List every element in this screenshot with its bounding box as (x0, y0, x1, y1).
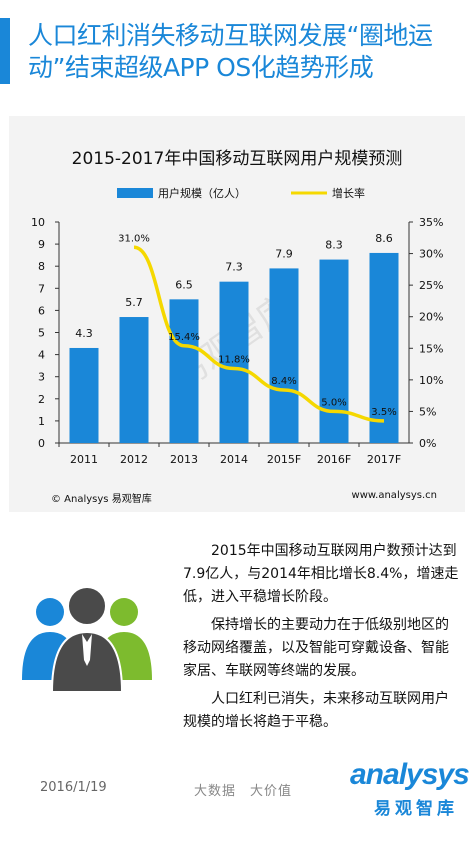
chart-svg: 易观智库用户规模（亿人）增长率0123456789100%5%10%15%20%… (31, 186, 443, 466)
logo-word: analysys (350, 758, 470, 791)
bar-label: 7.9 (275, 247, 293, 260)
x-tick-label: 2012 (120, 453, 148, 466)
summary-paragraph: 人口红利已消失，未来移动互联网用户规模的增长将趋于平稳。 (183, 691, 449, 730)
summary-paragraph: 保持增长的主要动力在于低级别地区的移动网络覆盖，以及智能可穿戴设备、智能家居、车… (183, 617, 449, 679)
x-tick-label: 2015F (267, 453, 301, 466)
footer-date: 2016/1/19 (40, 780, 107, 795)
y-left-tick-label: 8 (38, 260, 45, 273)
person-left-head-icon (36, 598, 64, 626)
bar-label: 4.3 (75, 327, 93, 340)
bar (119, 317, 149, 443)
y-right-tick-label: 25% (419, 279, 443, 292)
y-right-tick-label: 30% (419, 248, 443, 261)
legend-bar-label: 用户规模（亿人） (158, 186, 246, 200)
y-left-tick-label: 4 (38, 349, 45, 362)
bar-label: 8.3 (325, 239, 343, 252)
page-title: 人口红利消失移动互联网发展“圈地运动”结束超级APP OS化趋势形成 (28, 21, 433, 82)
bar (269, 268, 299, 443)
bar-label: 6.5 (175, 278, 193, 291)
bar (169, 299, 199, 443)
legend-line-label: 增长率 (332, 186, 365, 200)
person-center-head-icon (67, 586, 107, 626)
y-right-tick-label: 5% (419, 405, 436, 418)
header-accent-bar (0, 18, 10, 84)
line-label: 5.0% (321, 397, 346, 408)
bar (219, 281, 249, 443)
header: 人口红利消失移动互联网发展“圈地运动”结束超级APP OS化趋势形成 (0, 0, 474, 101)
y-left-tick-label: 3 (38, 371, 45, 384)
chart-source-label: © Analysys 易观智库 (51, 494, 152, 505)
analysys-logo: analysys 易观智库 (340, 758, 470, 819)
x-tick-label: 2016F (317, 453, 351, 466)
chart-title: 2015-2017年中国移动互联网用户规模预测 (71, 149, 403, 169)
bar (319, 259, 349, 443)
x-tick-label: 2013 (170, 453, 198, 466)
y-right-tick-label: 20% (419, 311, 443, 324)
x-tick-label: 2011 (70, 453, 98, 466)
y-right-tick-label: 0% (419, 437, 436, 450)
footer-slogan: 大数据 大价值 (194, 784, 293, 799)
y-left-tick-label: 10 (31, 216, 45, 229)
people-group-icon (22, 586, 152, 693)
y-left-tick-label: 6 (38, 304, 45, 317)
chart-source-url: www.analysys.cn (351, 490, 437, 501)
bar-label: 5.7 (125, 296, 143, 309)
bar (369, 252, 399, 443)
bar-label: 7.3 (225, 261, 243, 274)
y-left-tick-label: 9 (38, 238, 45, 251)
y-left-tick-label: 2 (38, 393, 45, 406)
line-label: 3.5% (371, 407, 396, 418)
y-right-tick-label: 35% (419, 216, 443, 229)
bar (69, 347, 99, 443)
person-center-tie-icon (82, 634, 92, 666)
y-left-tick-label: 0 (38, 437, 45, 450)
line-label: 8.4% (271, 376, 296, 387)
y-left-tick-label: 7 (38, 282, 45, 295)
line-label: 11.8% (218, 354, 250, 365)
x-tick-label: 2017F (367, 453, 401, 466)
person-right-head-icon (110, 598, 138, 626)
y-right-tick-label: 15% (419, 342, 443, 355)
line-label: 15.4% (168, 332, 200, 343)
y-left-tick-label: 1 (38, 415, 45, 428)
logo-subtitle: 易观智库 (374, 799, 458, 819)
y-left-tick-label: 5 (38, 327, 45, 340)
chart-panel: 2015-2017年中国移动互联网用户规模预测 易观智库用户规模（亿人）增长率0… (9, 116, 465, 512)
growth-line (133, 245, 385, 423)
y-right-tick-label: 10% (419, 374, 443, 387)
x-tick-label: 2014 (220, 453, 248, 466)
line-label: 31.0% (118, 233, 150, 244)
legend-bar-swatch (117, 188, 153, 198)
summary-paragraph: 2015年中国移动互联网用户数预计达到7.9亿人，与2014年相比增长8.4%，… (183, 543, 459, 605)
bar-label: 8.6 (375, 232, 393, 245)
summary-text: 2015年中国移动互联网用户数预计达到7.9亿人，与2014年相比增长8.4%，… (183, 540, 459, 739)
